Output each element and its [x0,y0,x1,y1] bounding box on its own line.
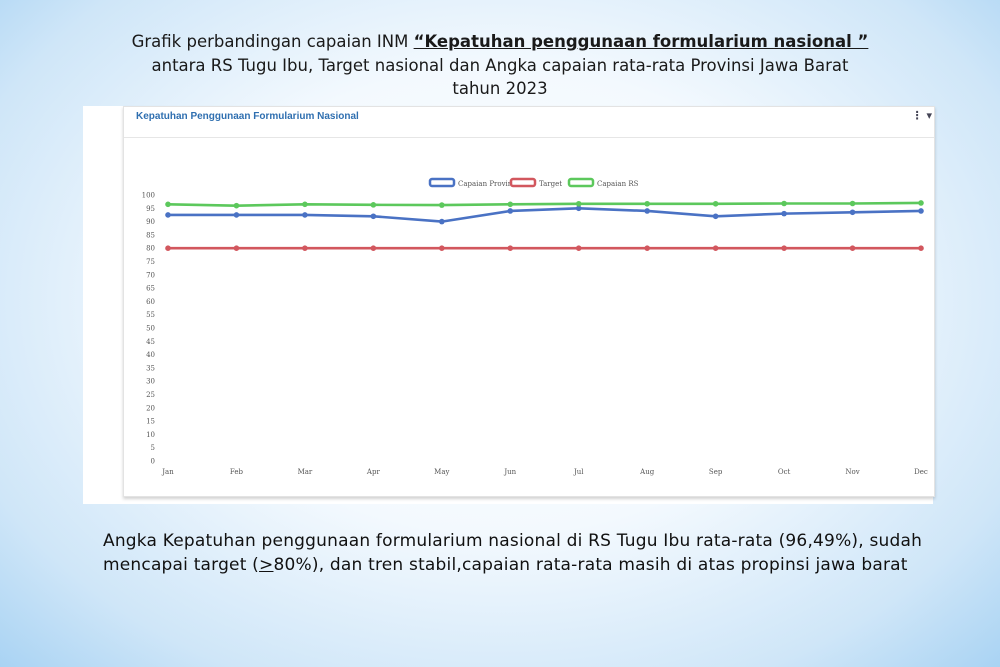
y-tick-label: 25 [146,391,155,399]
data-point [439,245,445,251]
slide-title-line-1: Grafik perbandingan capaian INM “Kepatuh… [90,30,910,54]
legend-label: Capaian Provinsi [458,180,519,188]
data-point [165,201,171,208]
data-point [233,212,240,218]
legend-label: Target [539,180,562,188]
data-point [781,245,787,251]
data-point [507,201,514,208]
data-point [302,212,308,218]
conclusion-text: Angka Kepatuhan penggunaan formularium n… [103,529,948,577]
y-tick-label: 5 [151,444,155,452]
data-point [439,202,445,208]
data-point [918,208,924,214]
data-point [575,200,582,207]
title-highlight: “Kepatuhan penggunaan formularium nasion… [413,32,869,51]
x-tick-label: Oct [778,468,791,476]
data-point [781,210,787,217]
y-tick-label: 95 [146,205,155,213]
series-capaian-provinsi [165,205,924,225]
legend-swatch [567,177,595,188]
data-point [849,200,856,207]
vertical-dots-icon[interactable]: ⋮ ▾ [911,109,932,122]
data-point [918,245,924,251]
data-point [644,245,650,251]
y-tick-label: 45 [146,338,155,346]
line-chart: 0 5 10 15 20 25 30 35 40 45 50 55 60 65 70 75 80 85 90 95 10… [142,177,928,476]
y-tick-label: 40 [146,351,155,359]
slide-title-line-2: antara RS Tugu Ibu, Target nasional dan … [151,55,849,75]
x-tick-label: Feb [230,468,244,476]
data-point [302,201,308,208]
data-point [302,245,308,251]
greater-equal-sign: > [259,555,274,575]
chart-card-header: Kepatuhan Penggunaan Formularium Nasiona… [124,107,934,138]
y-tick-label: 20 [146,404,155,412]
y-tick-label: 30 [146,378,155,386]
data-point [165,245,171,251]
title-prefix: Grafik perbandingan capaian INM [131,32,414,51]
data-point [165,212,171,218]
legend-label: Capaian RS [597,180,639,188]
y-tick-label: 75 [146,258,155,266]
series-capaian-rs [165,200,924,209]
series-line [168,207,922,223]
data-point [849,209,856,216]
y-tick-label: 15 [146,418,155,426]
data-point [849,245,856,251]
data-point [712,245,719,251]
x-tick-label: Nov [845,468,859,476]
chart-card-title: Kepatuhan Penggunaan Formularium Nasiona… [136,111,359,122]
x-tick-label: Apr [366,468,381,476]
data-point [233,245,240,251]
x-tick-label: Jul [573,468,584,476]
slide-title: Grafik perbandingan capaian INM “Kepatuh… [90,30,910,101]
data-point [370,202,377,208]
y-tick-label: 10 [146,431,155,439]
data-point [644,208,650,214]
x-tick-label: May [434,468,449,476]
data-point [370,213,377,220]
data-point [370,245,377,251]
x-tick-label: Mar [298,468,313,476]
data-point [644,200,650,207]
data-point [712,213,719,220]
data-point [781,200,787,207]
series-line [167,201,922,207]
y-tick-label: 70 [146,271,155,279]
x-tick-label: Jun [503,468,516,476]
x-tick-label: Dec [914,468,928,476]
data-point [439,218,445,225]
y-tick-label: 60 [146,298,155,306]
y-tick-label: 35 [146,364,155,372]
x-tick-label: Jan [161,468,174,476]
data-point [507,208,514,214]
y-tick-label: 90 [146,218,155,226]
legend-swatch [428,177,456,188]
y-tick-label: 55 [146,311,155,319]
data-point [575,205,582,212]
y-tick-label: 0 [151,458,155,466]
conclusion-part-1: Angka Kepatuhan penggunaan formularium n… [103,531,923,575]
x-tick-label: Sep [709,468,723,476]
slide-title-line-3: tahun 2023 [452,79,548,98]
y-tick-label: 80 [146,245,155,253]
y-tick-label: 100 [142,192,155,200]
y-tick-label: 50 [146,325,155,333]
data-point [507,245,514,251]
x-tick-label: Aug [639,468,655,476]
chart-card: Kepatuhan Penggunaan Formularium Nasiona… [123,106,935,497]
data-point [233,202,240,209]
data-point [712,200,719,207]
chart-screenshot: Kepatuhan Penggunaan Formularium Nasiona… [83,106,935,504]
series-target [165,245,924,251]
y-tick-label: 85 [146,231,155,239]
data-point [918,200,924,206]
legend-swatch [509,177,537,188]
y-tick-label: 65 [146,285,155,293]
conclusion-part-2: 80%), dan tren stabil,capaian rata-rata … [273,555,908,575]
data-point [575,245,582,251]
